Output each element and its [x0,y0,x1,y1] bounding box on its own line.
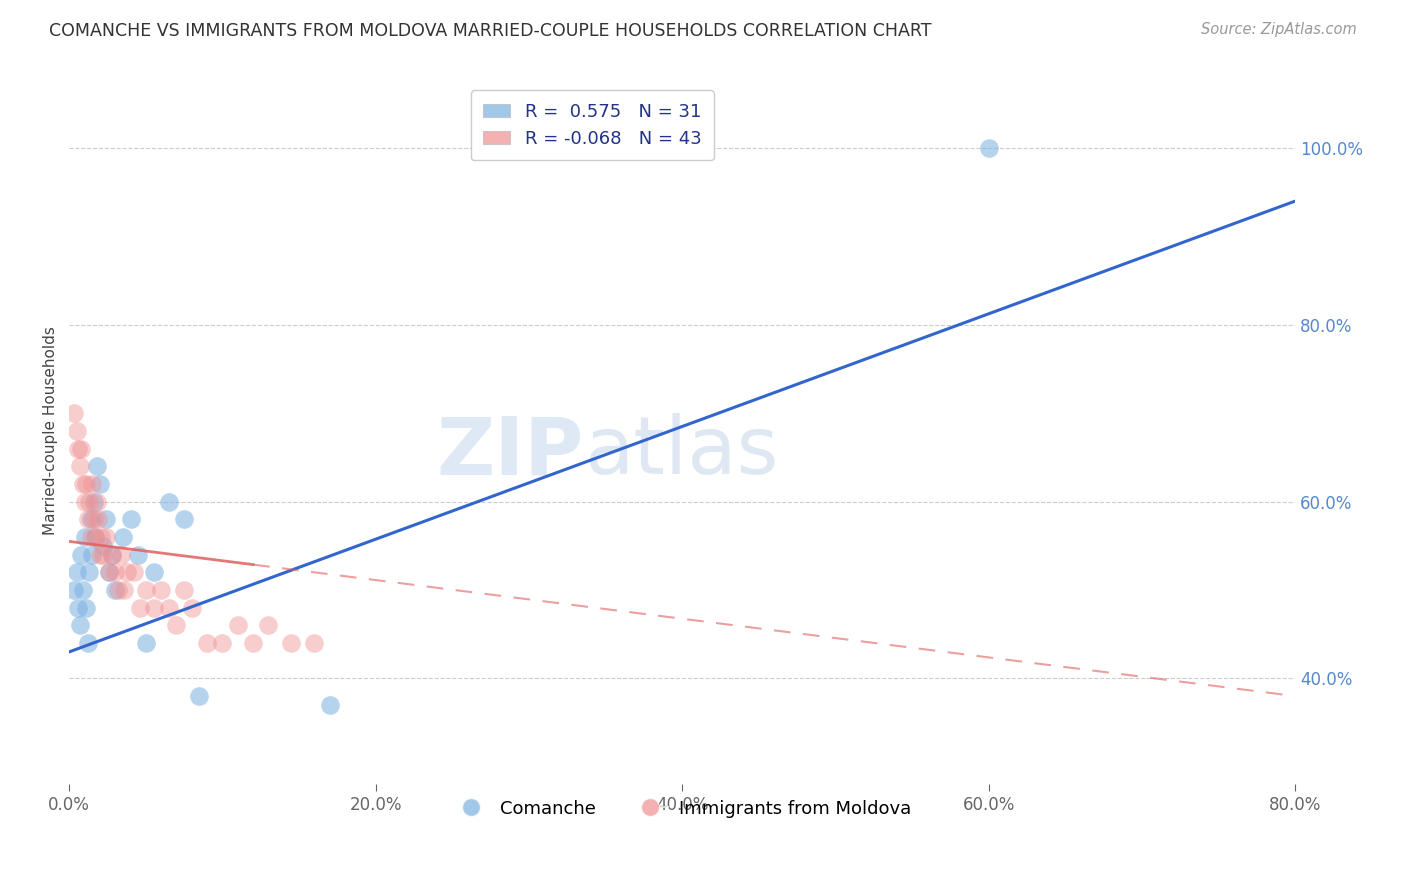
Point [84,530,107,544]
Point [127,548,149,562]
Point [70,442,93,456]
Point [135,582,157,597]
Point [63,582,86,597]
Point [150,582,173,597]
Point [128,600,150,615]
Point [72,477,94,491]
Point [304,636,326,650]
Point [110,548,132,562]
Point [75,477,97,491]
Point [91,548,114,562]
Point [180,600,202,615]
Point [91,539,114,553]
Point [87,512,110,526]
Point [142,566,165,580]
Point [142,600,165,615]
Point [257,618,280,632]
Point [73,530,96,544]
Point [173,582,195,597]
Point [66,424,89,438]
Point [66,566,89,580]
Point [135,636,157,650]
Point [157,494,180,508]
Point [67,442,90,456]
Point [79,530,101,544]
Point [98,566,121,580]
Point [77,566,100,580]
Point [120,512,142,526]
Text: ZIP: ZIP [437,413,583,491]
Point [89,477,111,491]
Point [79,512,101,526]
Point [319,698,342,712]
Point [242,636,264,650]
Point [280,636,302,650]
Point [76,636,98,650]
Point [94,512,117,526]
Point [77,494,100,508]
Point [84,530,107,544]
Point [82,477,104,491]
Point [70,548,93,562]
Point [67,600,90,615]
Point [69,459,91,474]
Point [72,582,94,597]
Point [75,600,97,615]
Point [104,566,127,580]
Text: Source: ZipAtlas.com: Source: ZipAtlas.com [1201,22,1357,37]
Point [101,548,124,562]
Point [226,618,249,632]
Point [94,530,117,544]
Point [157,600,180,615]
Point [63,406,86,420]
Point [89,548,111,562]
Point [90,530,112,544]
Point [76,512,98,526]
Point [98,566,121,580]
Point [117,566,139,580]
Point [166,618,188,632]
Point [122,566,145,580]
Point [86,494,108,508]
Point [107,582,129,597]
Text: atlas: atlas [583,413,779,491]
Y-axis label: Married-couple Households: Married-couple Households [44,326,58,535]
Point [101,548,124,562]
Point [112,582,135,597]
Point [195,636,218,650]
Point [86,459,108,474]
Point [211,636,233,650]
Point [188,689,211,703]
Point [69,618,91,632]
Legend: Comanche, Immigrants from Moldova: Comanche, Immigrants from Moldova [446,792,918,825]
Point [73,494,96,508]
Point [104,582,127,597]
Point [83,512,105,526]
Point [977,141,1000,155]
Point [83,494,105,508]
Point [111,530,134,544]
Text: COMANCHE VS IMMIGRANTS FROM MOLDOVA MARRIED-COUPLE HOUSEHOLDS CORRELATION CHART: COMANCHE VS IMMIGRANTS FROM MOLDOVA MARR… [49,22,932,40]
Point [173,512,195,526]
Point [82,548,104,562]
